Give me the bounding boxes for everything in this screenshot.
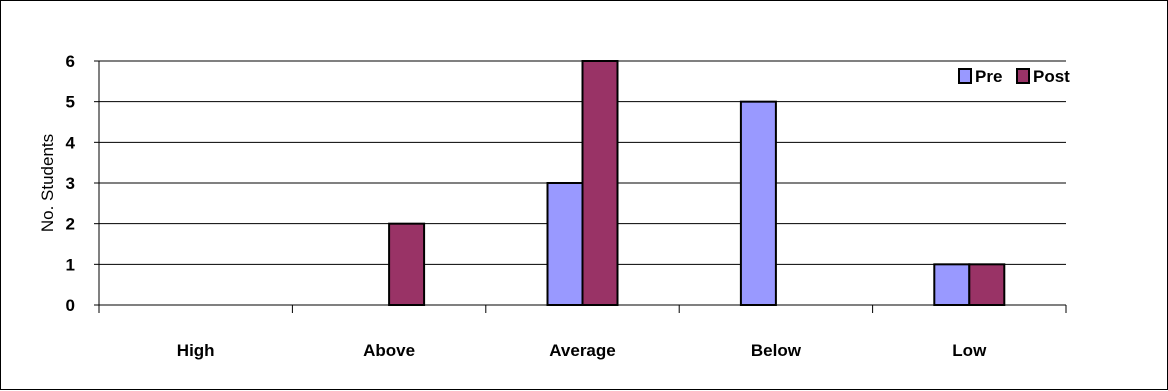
bar-post-low	[968, 263, 1006, 307]
y-tick-label: 0	[66, 296, 75, 315]
x-tick-label: Below	[751, 341, 802, 360]
legend-label-post: Post	[1033, 67, 1070, 86]
bars	[388, 60, 1006, 307]
legend-swatch-post	[1016, 68, 1030, 84]
axes: 0 1 2 3 4 5 6 High Above Average Below Low	[66, 52, 1067, 360]
bar-post-above	[388, 222, 426, 307]
x-tick-label: Average	[549, 341, 615, 360]
legend: Pre Post	[958, 67, 1070, 86]
y-tick-label: 4	[66, 133, 76, 152]
y-tick-label: 1	[66, 255, 75, 274]
legend-swatch-pre	[958, 68, 972, 84]
x-tick-label: High	[177, 341, 215, 360]
y-tick-label: 2	[66, 215, 75, 234]
y-tick-label: 5	[66, 93, 75, 112]
bar-pre-low	[933, 263, 971, 307]
y-tick-label: 6	[66, 52, 75, 71]
legend-label-pre: Pre	[975, 67, 1002, 86]
x-tick-label: Low	[952, 341, 987, 360]
y-tick-label: 3	[66, 174, 75, 193]
bar-pre-average	[546, 182, 584, 306]
y-axis-title: No. Students	[38, 134, 57, 232]
x-tick-label: Above	[363, 341, 415, 360]
bar-pre-below	[739, 100, 777, 306]
bar-post-average	[581, 60, 619, 306]
